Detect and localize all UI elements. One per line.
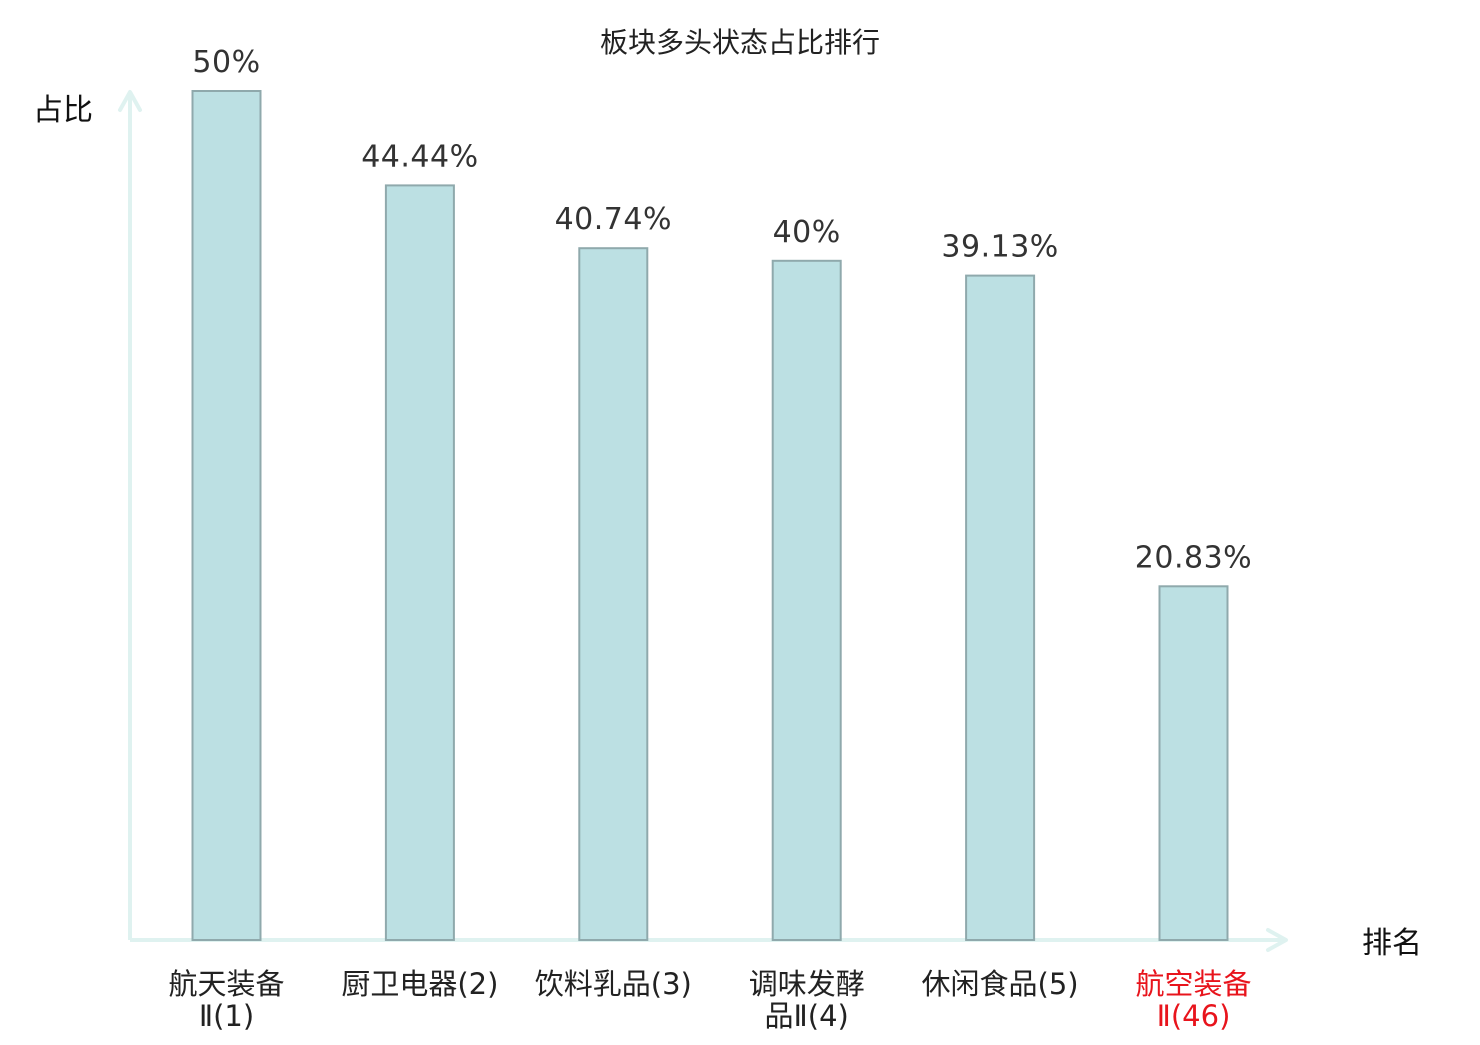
category-label: 厨卫电器(2) — [341, 967, 498, 1001]
bars-group — [191, 90, 1229, 942]
category-label: 调味发酵品Ⅱ(4) — [749, 967, 865, 1033]
value-labels-group: 50% 44.44% 40.74% 40% 39.13% 20.83% — [192, 45, 1252, 575]
axes — [118, 90, 1288, 952]
bar — [965, 274, 1036, 942]
chart-title: 板块多头状态占比排行 — [600, 26, 880, 59]
x-axis-label: 排名 — [1362, 926, 1422, 961]
category-label: 休闲食品(5) — [922, 967, 1079, 1001]
y-axis-label: 占比 — [33, 93, 93, 128]
bar — [1158, 585, 1229, 941]
bar-value-label: 44.44% — [361, 139, 478, 174]
category-label: 饮料乳品(3) — [535, 967, 692, 1001]
bar-value-label: 39.13% — [941, 230, 1058, 265]
bar-value-label: 40% — [773, 215, 841, 250]
category-labels-group: 航天装备 Ⅱ(1) 厨卫电器(2) 饮料乳品(3) 调味发酵品Ⅱ(4) 休闲食品(5) 航空… — [168, 967, 1251, 1033]
x-axis-arrow-icon — [1266, 928, 1288, 952]
bar — [578, 247, 649, 941]
bar — [771, 259, 842, 941]
bar-value-label: 50% — [192, 45, 260, 80]
category-label: 航天装备 Ⅱ(1) — [168, 967, 284, 1033]
bar-value-label: 20.83% — [1135, 540, 1252, 575]
bar — [191, 90, 262, 941]
bar-value-label: 40.74% — [555, 202, 672, 237]
y-axis-arrow-icon — [118, 90, 142, 112]
bar — [384, 184, 455, 941]
category-label: 航空装备 Ⅱ(46) — [1135, 967, 1251, 1033]
